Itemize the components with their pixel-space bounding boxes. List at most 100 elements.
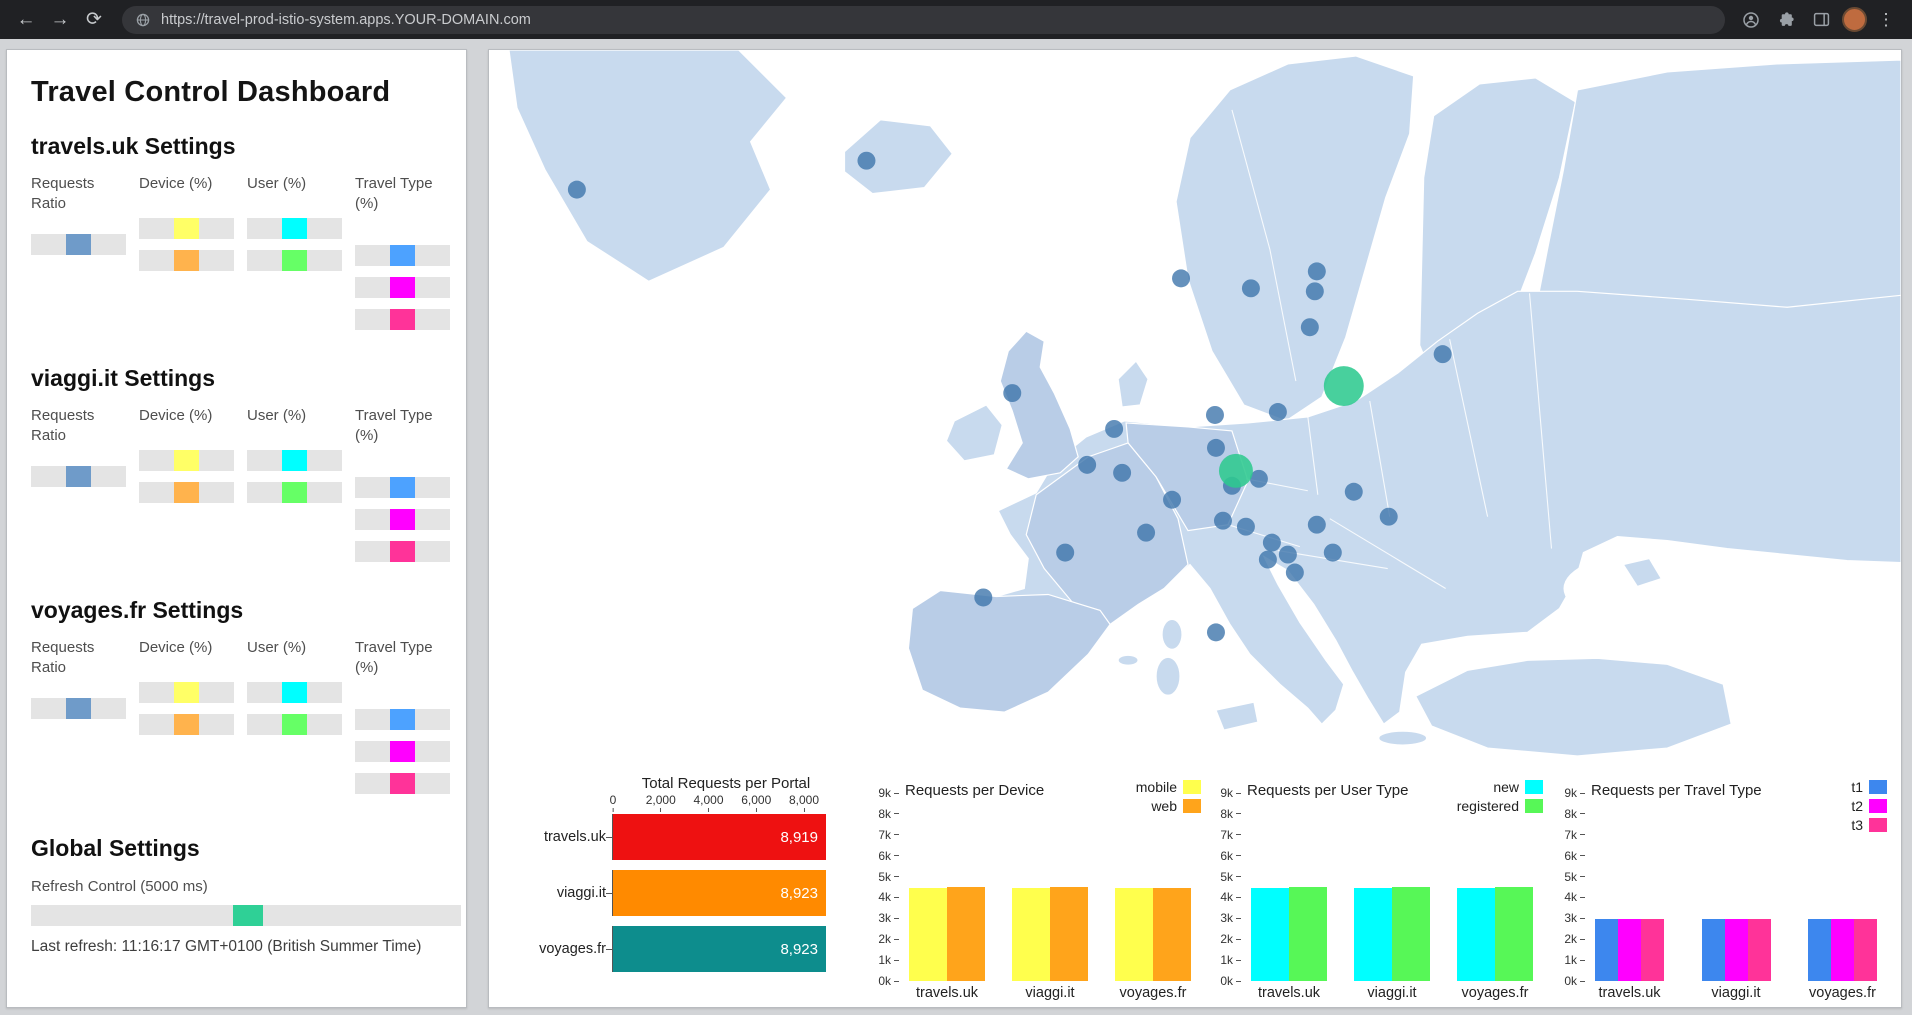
refresh-control-slider[interactable] (31, 905, 461, 926)
registered-slider[interactable] (247, 250, 342, 271)
t2-slider-handle[interactable] (390, 509, 415, 530)
bar-travels.uk[interactable]: 8,919 (613, 814, 826, 860)
bar-new[interactable] (1457, 888, 1495, 981)
registered-slider-handle[interactable] (282, 714, 307, 735)
city-marker[interactable] (1237, 518, 1255, 536)
mobile-slider-handle[interactable] (174, 450, 199, 471)
forward-icon[interactable]: → (44, 4, 76, 36)
registered-slider[interactable] (247, 714, 342, 735)
site-info-icon[interactable] (134, 11, 152, 29)
bar-web[interactable] (1153, 888, 1191, 981)
city-marker[interactable] (1301, 318, 1319, 336)
new-slider[interactable] (247, 218, 342, 239)
bar-new[interactable] (1251, 888, 1289, 981)
city-marker[interactable] (1324, 544, 1342, 562)
bar-registered[interactable] (1289, 887, 1327, 981)
city-marker[interactable] (1286, 564, 1304, 582)
ratio-slider-handle[interactable] (66, 698, 91, 719)
bar-t1[interactable] (1702, 919, 1725, 981)
web-slider-handle[interactable] (174, 482, 199, 503)
ratio-slider-handle[interactable] (66, 234, 91, 255)
web-slider-handle[interactable] (174, 250, 199, 271)
t1-slider[interactable] (355, 709, 450, 730)
new-slider-handle[interactable] (282, 450, 307, 471)
city-marker[interactable] (1137, 524, 1155, 542)
t3-slider[interactable] (355, 541, 450, 562)
ratio-slider[interactable] (31, 234, 126, 255)
bar-t2[interactable] (1618, 919, 1641, 981)
t3-slider-handle[interactable] (390, 773, 415, 794)
t3-slider-handle[interactable] (390, 309, 415, 330)
bar-t3[interactable] (1854, 919, 1877, 981)
ratio-slider[interactable] (31, 698, 126, 719)
bar-mobile[interactable] (909, 888, 947, 981)
registered-slider-handle[interactable] (282, 482, 307, 503)
city-marker[interactable] (1308, 262, 1326, 280)
refresh-icon[interactable]: ⟳ (78, 4, 110, 36)
hub-marker[interactable] (1219, 454, 1253, 488)
city-marker[interactable] (1345, 483, 1363, 501)
bar-t2[interactable] (1725, 919, 1748, 981)
mobile-slider-handle[interactable] (174, 682, 199, 703)
profile-sync-icon[interactable] (1737, 6, 1765, 34)
city-marker[interactable] (1279, 546, 1297, 564)
city-marker[interactable] (1207, 623, 1225, 641)
city-marker[interactable] (1056, 544, 1074, 562)
city-marker[interactable] (1308, 516, 1326, 534)
city-marker[interactable] (1434, 345, 1452, 363)
city-marker[interactable] (1259, 551, 1277, 569)
city-marker[interactable] (1078, 456, 1096, 474)
address-bar[interactable]: https://travel-prod-istio-system.apps.YO… (122, 6, 1725, 34)
europe-map[interactable] (489, 50, 1901, 764)
bar-viaggi.it[interactable]: 8,923 (613, 870, 826, 916)
city-marker[interactable] (1206, 406, 1224, 424)
bar-t2[interactable] (1831, 919, 1854, 981)
city-marker[interactable] (1113, 464, 1131, 482)
city-marker[interactable] (1380, 508, 1398, 526)
bar-t1[interactable] (1808, 919, 1831, 981)
mobile-slider[interactable] (139, 682, 234, 703)
bar-t1[interactable] (1595, 919, 1618, 981)
new-slider[interactable] (247, 682, 342, 703)
bar-registered[interactable] (1495, 887, 1533, 981)
city-marker[interactable] (1207, 439, 1225, 457)
t3-slider[interactable] (355, 773, 450, 794)
t3-slider-handle[interactable] (390, 541, 415, 562)
t1-slider-handle[interactable] (390, 245, 415, 266)
t1-slider-handle[interactable] (390, 477, 415, 498)
mobile-slider[interactable] (139, 218, 234, 239)
bar-web[interactable] (947, 887, 985, 981)
side-panel-icon[interactable] (1807, 6, 1835, 34)
back-icon[interactable]: ← (10, 4, 42, 36)
web-slider[interactable] (139, 482, 234, 503)
city-marker[interactable] (1306, 282, 1324, 300)
ratio-slider-handle[interactable] (66, 466, 91, 487)
bar-mobile[interactable] (1115, 888, 1153, 981)
city-marker[interactable] (1263, 534, 1281, 552)
mobile-slider[interactable] (139, 450, 234, 471)
new-slider-handle[interactable] (282, 218, 307, 239)
profile-avatar[interactable] (1842, 7, 1867, 32)
browser-menu-icon[interactable]: ⋮ (1874, 4, 1898, 36)
web-slider[interactable] (139, 250, 234, 271)
refresh-slider-handle[interactable] (233, 905, 263, 926)
t3-slider[interactable] (355, 309, 450, 330)
city-marker[interactable] (1269, 403, 1287, 421)
new-slider-handle[interactable] (282, 682, 307, 703)
bar-registered[interactable] (1392, 887, 1430, 981)
city-marker[interactable] (857, 152, 875, 170)
t2-slider-handle[interactable] (390, 277, 415, 298)
city-marker[interactable] (974, 588, 992, 606)
extensions-icon[interactable] (1772, 6, 1800, 34)
t2-slider[interactable] (355, 741, 450, 762)
city-marker[interactable] (1003, 384, 1021, 402)
bar-t3[interactable] (1748, 919, 1771, 981)
web-slider[interactable] (139, 714, 234, 735)
bar-voyages.fr[interactable]: 8,923 (613, 926, 826, 972)
city-marker[interactable] (1242, 279, 1260, 297)
t1-slider[interactable] (355, 477, 450, 498)
t2-slider[interactable] (355, 277, 450, 298)
new-slider[interactable] (247, 450, 342, 471)
bar-new[interactable] (1354, 888, 1392, 981)
t2-slider-handle[interactable] (390, 741, 415, 762)
